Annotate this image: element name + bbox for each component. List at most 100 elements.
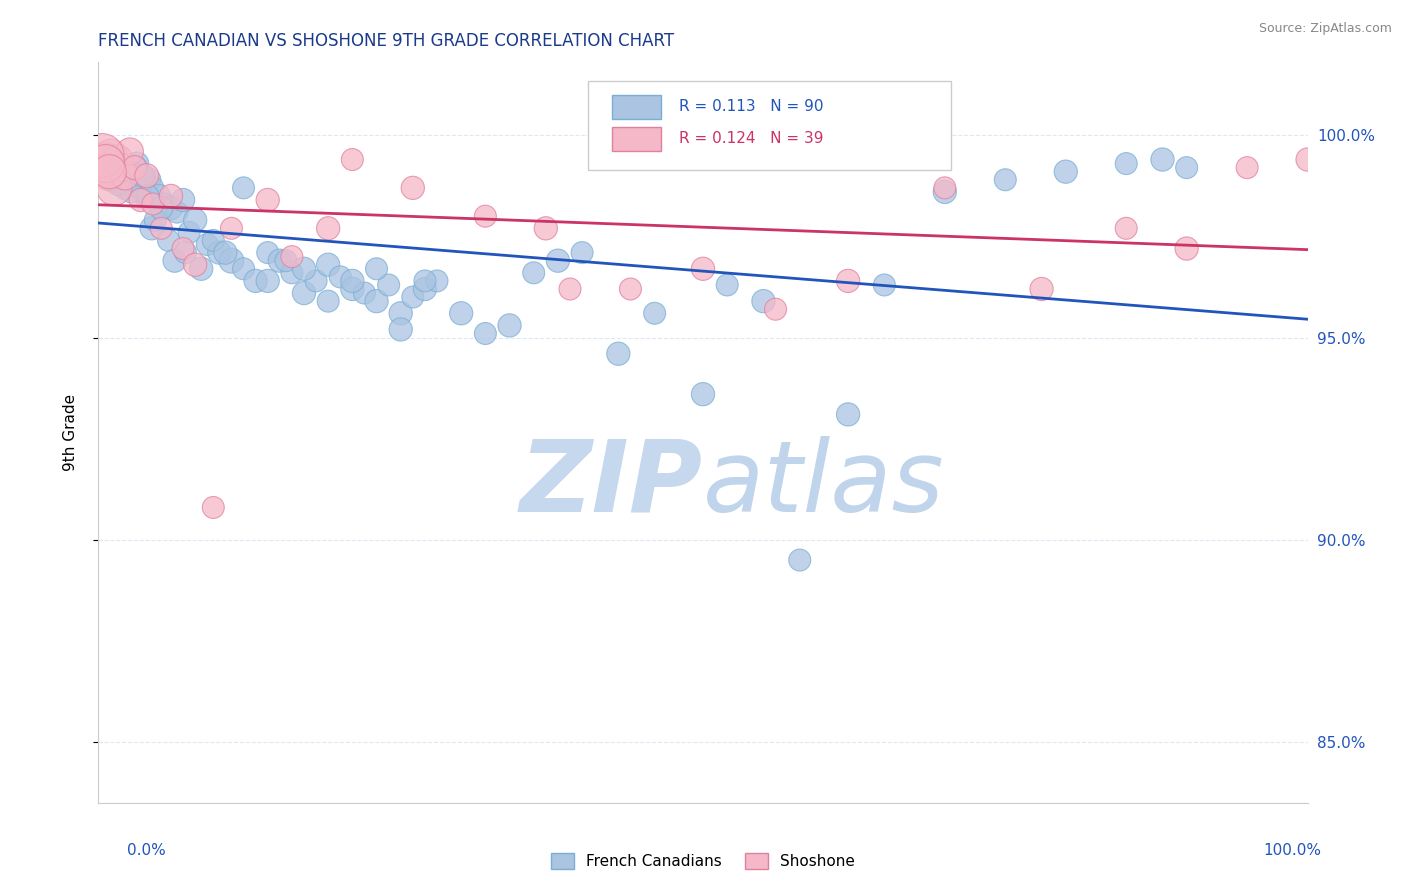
Point: [316, 221, 339, 235]
Point: [128, 181, 150, 195]
Point: [124, 177, 146, 191]
Point: [135, 169, 157, 183]
Point: [1152, 153, 1174, 167]
Point: [91, 148, 114, 162]
Point: [571, 245, 593, 260]
Point: [342, 282, 364, 296]
Point: [172, 242, 194, 256]
Text: FRENCH CANADIAN VS SHOSHONE 9TH GRADE CORRELATION CHART: FRENCH CANADIAN VS SHOSHONE 9TH GRADE CO…: [98, 32, 675, 50]
Point: [160, 201, 183, 215]
Point: [534, 221, 557, 235]
Point: [366, 261, 388, 276]
Point: [523, 266, 546, 280]
Point: [221, 221, 243, 235]
Point: [214, 245, 236, 260]
Point: [115, 169, 138, 183]
Point: [103, 164, 125, 178]
Point: [402, 290, 425, 304]
Point: [474, 209, 496, 223]
Point: [1115, 221, 1137, 235]
Point: [184, 258, 207, 272]
Point: [994, 173, 1017, 187]
Point: [353, 286, 375, 301]
Point: [93, 156, 115, 170]
Point: [1054, 164, 1077, 178]
Point: [160, 189, 183, 203]
Point: [129, 193, 152, 207]
Point: [114, 181, 136, 195]
Point: [389, 306, 412, 320]
Point: [256, 193, 278, 207]
Point: [143, 213, 166, 227]
Point: [1236, 161, 1258, 175]
Point: [837, 274, 859, 288]
Point: [389, 322, 412, 336]
Point: [292, 286, 315, 301]
Point: [142, 197, 165, 211]
Point: [450, 306, 472, 320]
Point: [100, 173, 122, 187]
Text: Source: ZipAtlas.com: Source: ZipAtlas.com: [1258, 22, 1392, 36]
Text: ZIP: ZIP: [520, 436, 703, 533]
Point: [157, 234, 180, 248]
Point: [837, 408, 859, 422]
Point: [134, 185, 156, 199]
Point: [474, 326, 496, 341]
Point: [292, 261, 315, 276]
Point: [342, 153, 364, 167]
Point: [132, 169, 155, 183]
Point: [174, 245, 197, 260]
Point: [274, 253, 297, 268]
Point: [118, 145, 141, 159]
Point: [607, 347, 630, 361]
Point: [111, 156, 134, 170]
Point: [316, 294, 339, 309]
Point: [1175, 161, 1198, 175]
Point: [934, 181, 956, 195]
Point: [221, 253, 243, 268]
Point: [127, 156, 149, 170]
Point: [172, 193, 194, 207]
Text: R = 0.124   N = 39: R = 0.124 N = 39: [679, 131, 824, 146]
Point: [120, 185, 142, 199]
Point: [148, 189, 170, 203]
Point: [100, 164, 122, 178]
Point: [208, 245, 231, 260]
Point: [281, 266, 304, 280]
Point: [114, 169, 136, 183]
Point: [558, 282, 581, 296]
Point: [107, 153, 129, 167]
Point: [142, 181, 165, 195]
Point: [135, 189, 157, 203]
Point: [692, 261, 714, 276]
Point: [692, 387, 714, 401]
Point: [329, 269, 352, 284]
Y-axis label: 9th Grade: 9th Grade: [63, 394, 77, 471]
Point: [342, 274, 364, 288]
Point: [107, 177, 129, 191]
Text: 100.0%: 100.0%: [1264, 843, 1322, 858]
Point: [547, 253, 569, 268]
Point: [316, 258, 339, 272]
Point: [124, 161, 146, 175]
Point: [256, 245, 278, 260]
Point: [202, 234, 225, 248]
Point: [413, 274, 436, 288]
Text: atlas: atlas: [703, 436, 945, 533]
Point: [402, 181, 425, 195]
Point: [934, 185, 956, 199]
Point: [100, 148, 122, 162]
Point: [125, 161, 148, 175]
Point: [111, 161, 134, 175]
Point: [136, 189, 159, 203]
Point: [94, 156, 117, 170]
Point: [377, 277, 399, 292]
Point: [269, 253, 291, 268]
Point: [98, 164, 121, 178]
Point: [232, 261, 254, 276]
Point: [184, 213, 207, 227]
Point: [138, 173, 160, 187]
FancyBboxPatch shape: [613, 95, 661, 120]
Point: [498, 318, 520, 333]
Point: [129, 169, 152, 183]
